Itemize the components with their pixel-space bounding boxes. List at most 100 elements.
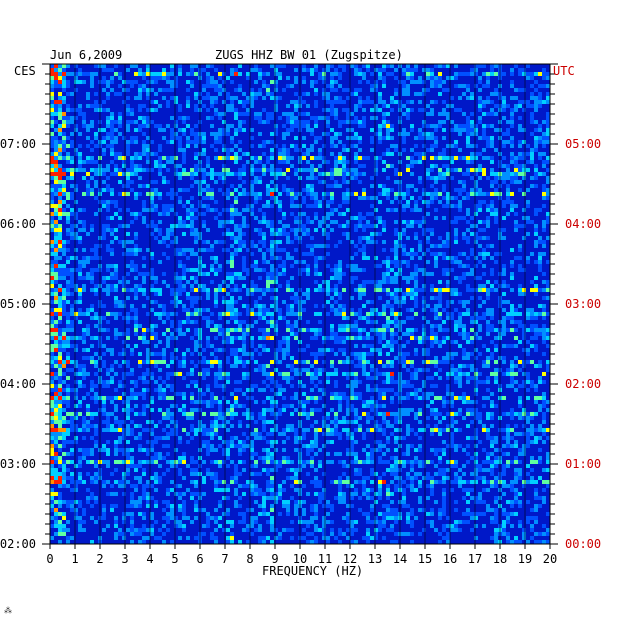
spectrogram-cell <box>338 124 342 128</box>
spectrogram-cell <box>126 248 130 252</box>
spectrogram-cell <box>466 132 470 136</box>
spectrogram-cell <box>50 344 54 348</box>
spectrogram-cell <box>366 96 370 100</box>
spectrogram-cell <box>54 264 58 268</box>
spectrogram-cell <box>346 208 350 212</box>
spectrogram-cell <box>282 260 286 264</box>
spectrogram-cell <box>130 348 134 352</box>
spectrogram-cell <box>310 352 314 356</box>
spectrogram-cell <box>110 80 114 84</box>
spectrogram-cell <box>354 160 358 164</box>
spectrogram-cell <box>266 116 270 120</box>
spectrogram-cell <box>102 224 106 228</box>
spectrogram-cell <box>470 336 474 340</box>
spectrogram-cell <box>234 412 238 416</box>
spectrogram-cell <box>62 340 66 344</box>
spectrogram-cell <box>510 80 514 84</box>
spectrogram-cell <box>538 236 542 240</box>
spectrogram-cell <box>58 316 62 320</box>
spectrogram-cell <box>526 360 530 364</box>
spectrogram-cell <box>50 64 54 68</box>
spectrogram-cell <box>374 216 378 220</box>
spectrogram-cell <box>138 412 142 416</box>
spectrogram-cell <box>210 116 214 120</box>
spectrogram-cell <box>262 144 266 148</box>
spectrogram-cell <box>54 68 58 72</box>
spectrogram-cell <box>534 168 538 172</box>
spectrogram-cell <box>358 288 362 292</box>
spectrogram-cell <box>394 292 398 296</box>
spectrogram-cell <box>74 216 78 220</box>
spectrogram-cell <box>294 100 298 104</box>
spectrogram-cell <box>326 216 330 220</box>
spectrogram-cell <box>338 276 342 280</box>
spectrogram-cell <box>222 220 226 224</box>
spectrogram-cell <box>162 348 166 352</box>
spectrogram-cell <box>238 156 242 160</box>
spectrogram-cell <box>546 132 550 136</box>
spectrogram-cell <box>142 264 146 268</box>
spectrogram-cell <box>110 140 114 144</box>
spectrogram-cell <box>262 168 266 172</box>
spectrogram-cell <box>178 68 182 72</box>
spectrogram-cell <box>50 144 54 148</box>
spectrogram-cell <box>302 144 306 148</box>
spectrogram-cell <box>538 376 542 380</box>
spectrogram-cell <box>110 276 114 280</box>
spectrogram-cell <box>66 196 70 200</box>
spectrogram-cell <box>126 332 130 336</box>
spectrogram-cell <box>162 388 166 392</box>
spectrogram-cell <box>266 260 270 264</box>
spectrogram-cell <box>342 340 346 344</box>
spectrogram-cell <box>146 372 150 376</box>
spectrogram-cell <box>182 284 186 288</box>
spectrogram-cell <box>74 416 78 420</box>
spectrogram-cell <box>158 368 162 372</box>
spectrogram-cell <box>174 312 178 316</box>
spectrogram-cell <box>422 368 426 372</box>
spectrogram-cell <box>90 224 94 228</box>
spectrogram-cell <box>130 264 134 268</box>
spectrogram-cell <box>62 184 66 188</box>
spectrogram-cell <box>378 140 382 144</box>
spectrogram-cell <box>410 80 414 84</box>
spectrogram-cell <box>422 216 426 220</box>
spectrogram-cell <box>478 352 482 356</box>
spectrogram-cell <box>302 156 306 160</box>
spectrogram-cell <box>82 328 86 332</box>
spectrogram-cell <box>266 156 270 160</box>
spectrogram-cell <box>334 244 338 248</box>
spectrogram-cell <box>478 100 482 104</box>
spectrogram-cell <box>178 364 182 368</box>
spectrogram-cell <box>190 196 194 200</box>
spectrogram-cell <box>474 372 478 376</box>
spectrogram-cell <box>62 96 66 100</box>
spectrogram-cell <box>522 364 526 368</box>
spectrogram-cell <box>174 236 178 240</box>
spectrogram-cell <box>234 364 238 368</box>
spectrogram-cell <box>186 88 190 92</box>
spectrogram-cell <box>346 188 350 192</box>
spectrogram-cell <box>94 180 98 184</box>
spectrogram-cell <box>462 172 466 176</box>
spectrogram-cell <box>86 232 90 236</box>
spectrogram-cell <box>286 112 290 116</box>
spectrogram-cell <box>342 336 346 340</box>
spectrogram-cell <box>494 220 498 224</box>
spectrogram-cell <box>66 404 70 408</box>
spectrogram-cell <box>66 312 70 316</box>
spectrogram-cell <box>366 316 370 320</box>
spectrogram-cell <box>130 304 134 308</box>
spectrogram-cell <box>130 240 134 244</box>
spectrogram-cell <box>118 92 122 96</box>
spectrogram-cell <box>302 408 306 412</box>
spectrogram-cell <box>322 68 326 72</box>
spectrogram-cell <box>506 140 510 144</box>
spectrogram-cell <box>390 372 394 376</box>
spectrogram-cell <box>222 180 226 184</box>
spectrogram-cell <box>326 116 330 120</box>
spectrogram-cell <box>494 344 498 348</box>
spectrogram-cell <box>510 176 514 180</box>
spectrogram-cell <box>542 164 546 168</box>
spectrogram-cell <box>326 280 330 284</box>
